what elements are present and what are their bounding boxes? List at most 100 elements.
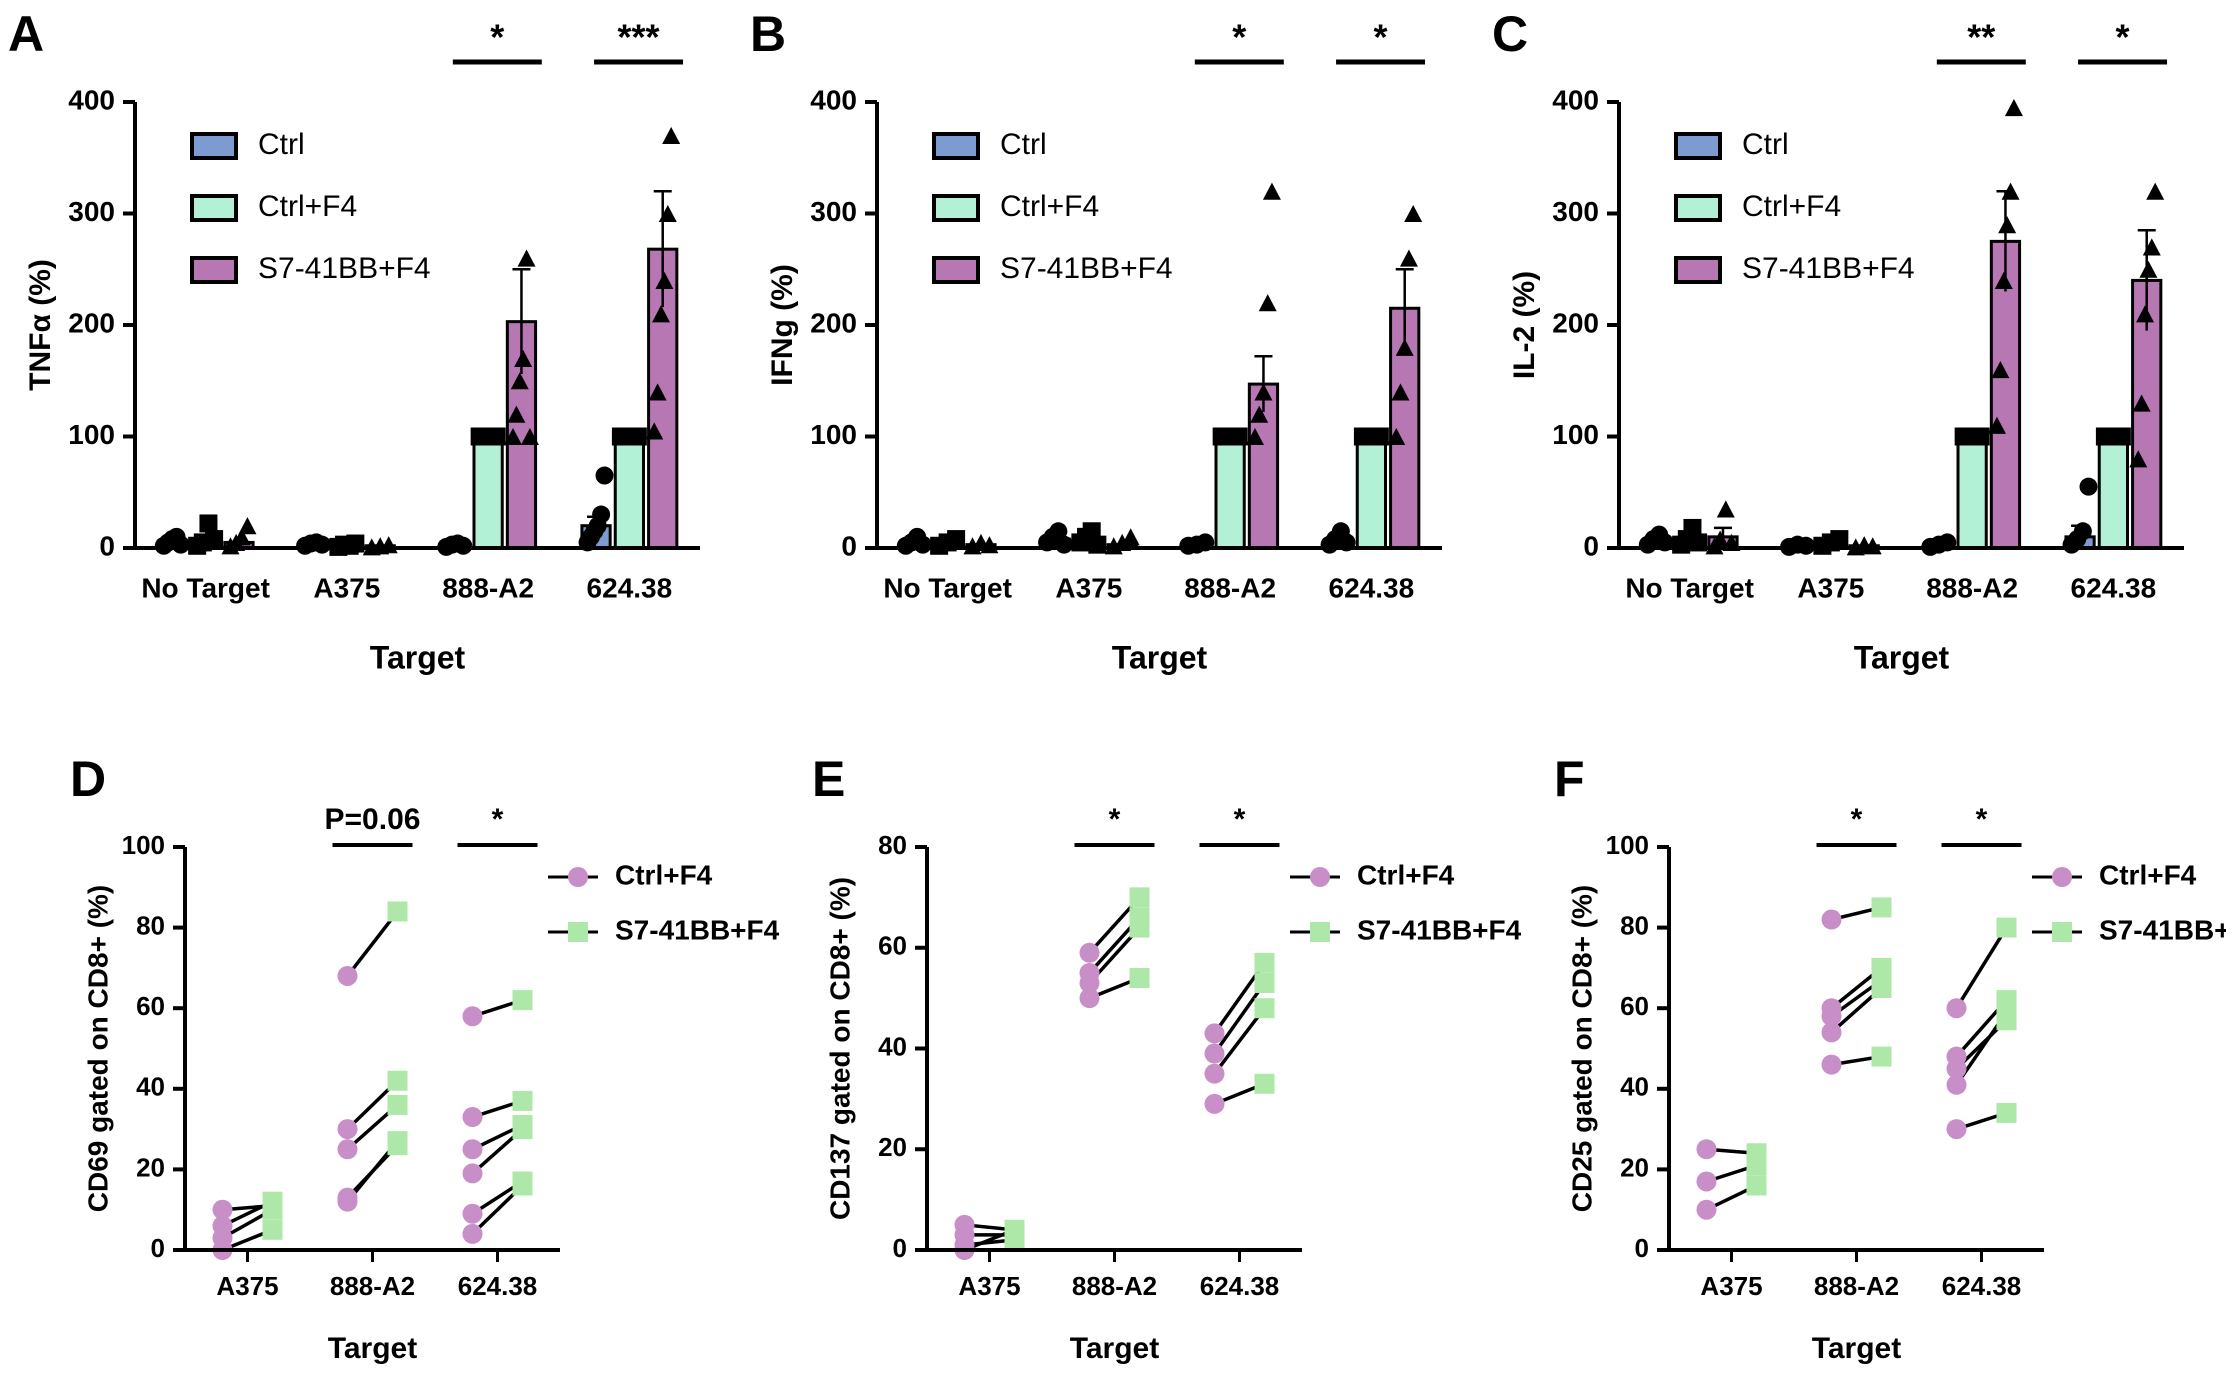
x-tick-label: No Target — [883, 572, 1012, 603]
y-tick-label: 80 — [136, 910, 165, 940]
x-tick-label: 888-A2 — [1926, 572, 2018, 603]
data-point — [1871, 1046, 1892, 1067]
x-axis-label: Target — [1112, 639, 1208, 675]
data-point — [2004, 99, 2023, 117]
bar — [472, 435, 504, 550]
y-axis-label: CD137 gated on CD8+ (%) — [824, 877, 855, 1220]
data-point — [462, 1223, 483, 1244]
y-axis-label: IFNg (%) — [766, 264, 799, 386]
data-point — [1399, 249, 1418, 267]
data-point — [1245, 427, 1264, 446]
y-tick-label: 300 — [68, 196, 115, 227]
data-point — [2052, 867, 2072, 887]
data-point — [337, 1119, 358, 1140]
data-point — [462, 1006, 483, 1027]
data-point — [199, 514, 218, 533]
legend-swatch — [932, 194, 980, 222]
data-point — [645, 422, 664, 440]
panel: No Target A375 888-A2 ** 624.38 * Ctrl Ctrl+F4 S… — [1492, 6, 2184, 675]
x-tick-label: A375 — [1055, 572, 1122, 603]
data-point — [1821, 1022, 1842, 1043]
data-point — [1696, 1171, 1717, 1192]
data-point — [1079, 973, 1100, 994]
y-tick-label: 60 — [878, 931, 907, 961]
legend-label: S7-41BB+F4 — [615, 914, 780, 945]
data-point — [1696, 1139, 1717, 1160]
data-point — [568, 867, 588, 887]
data-point — [262, 1199, 283, 1220]
data-point — [1229, 427, 1248, 446]
x-axis-label: Target — [328, 1332, 417, 1365]
data-point — [1871, 897, 1892, 918]
legend-label: S7-41BB+F4 — [1000, 252, 1173, 285]
y-tick-label: 400 — [68, 84, 115, 115]
data-point — [512, 1175, 533, 1196]
x-tick-label: 624.38 — [1942, 1271, 2022, 1301]
panel: A375 888-A2 P=0.06 624.38 * Ctrl+F4 S7-41BB+F4… — [70, 751, 780, 1365]
data-point — [1262, 182, 1281, 200]
x-tick-label: 888-A2 — [442, 572, 534, 603]
panel-letter: C — [1492, 6, 1528, 62]
data-point — [1830, 530, 1849, 549]
legend-label: Ctrl+F4 — [2099, 859, 2197, 890]
x-tick-label: A375 — [216, 1271, 278, 1301]
legend-swatch — [932, 256, 980, 284]
data-point — [205, 530, 224, 549]
data-point — [1971, 427, 1990, 446]
pair-line — [1213, 1007, 1266, 1075]
data-point — [1250, 405, 1269, 423]
data-point — [628, 427, 647, 446]
data-point — [1204, 1023, 1225, 1044]
y-tick-label: 300 — [1552, 196, 1599, 227]
data-point — [1079, 942, 1100, 963]
data-point — [655, 271, 674, 289]
data-point — [1797, 536, 1816, 555]
y-tick-label: 100 — [810, 419, 857, 450]
x-tick-label: 888-A2 — [1184, 572, 1276, 603]
legend-label: Ctrl — [258, 128, 305, 161]
y-tick-label: 400 — [810, 84, 857, 115]
data-point — [1129, 967, 1150, 988]
y-tick-label: 300 — [810, 196, 857, 227]
data-point — [507, 405, 526, 423]
legend-label: Ctrl+F4 — [615, 859, 713, 890]
data-point — [1121, 528, 1140, 546]
data-point — [595, 466, 614, 485]
significance-label: ** — [1967, 17, 1995, 58]
bar — [1355, 435, 1387, 550]
data-point — [1711, 530, 1730, 548]
legend-label: S7-41BB+F4 — [258, 252, 431, 285]
bar — [1956, 435, 1988, 550]
data-point — [1821, 1006, 1842, 1027]
data-point — [462, 1139, 483, 1160]
data-point — [313, 535, 332, 554]
data-point — [232, 528, 251, 546]
significance-label: * — [1374, 17, 1388, 58]
data-point — [568, 922, 588, 942]
y-tick-label: 0 — [1635, 1233, 1649, 1263]
significance-label: * — [1234, 803, 1246, 836]
x-tick-label: No Target — [1625, 572, 1754, 603]
data-point — [1254, 952, 1275, 973]
legend-label: S7-41BB+F4 — [2099, 914, 2226, 945]
significance-label: * — [1851, 803, 1863, 836]
data-point — [510, 372, 529, 390]
significance-label: P=0.06 — [325, 803, 421, 836]
legend-swatch — [932, 132, 980, 160]
data-point — [1055, 535, 1074, 554]
data-point — [512, 1090, 533, 1111]
legend-swatch — [190, 256, 238, 284]
legend-label: Ctrl — [1742, 128, 1789, 161]
y-tick-label: 0 — [151, 1233, 165, 1263]
legend-swatch — [1674, 256, 1722, 284]
data-point — [1987, 416, 2006, 434]
data-point — [1370, 427, 1389, 446]
data-point — [1254, 383, 1273, 401]
legend-label: Ctrl — [1000, 128, 1047, 161]
panel-letter: E — [812, 751, 845, 807]
data-point — [2001, 182, 2020, 200]
bar — [613, 435, 645, 550]
x-axis-label: Target — [1854, 639, 1950, 675]
data-point — [1387, 427, 1406, 446]
data-point — [514, 349, 533, 367]
